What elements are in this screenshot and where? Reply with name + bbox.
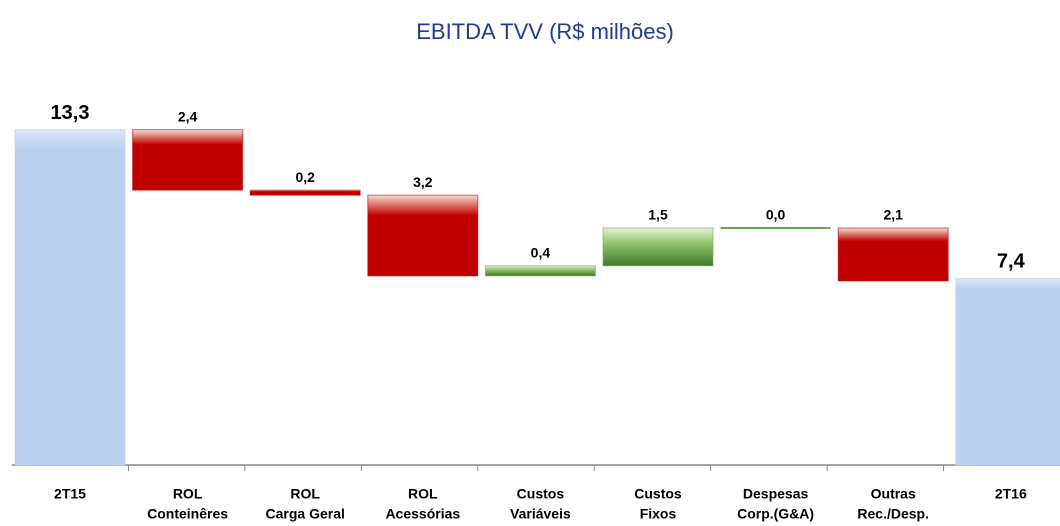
x-tick-label: ROL	[290, 486, 320, 502]
bar	[367, 194, 479, 277]
x-tick-label: Rec./Desp.	[857, 506, 929, 522]
data-label: 7,4	[997, 251, 1026, 273]
x-tick-label: Acessórias	[385, 506, 460, 522]
x-tick-label: Carga Geral	[266, 506, 345, 522]
data-label: 0,0	[766, 207, 786, 223]
bar	[249, 189, 361, 196]
data-label: 0,2	[295, 169, 315, 185]
bar	[132, 129, 244, 191]
data-label: 0,4	[531, 245, 551, 261]
x-tick-label: Custos	[634, 486, 682, 502]
data-label: 1,5	[648, 207, 668, 223]
data-label: 3,2	[413, 174, 433, 190]
data-label: 13,3	[51, 102, 90, 124]
bar	[14, 129, 126, 466]
data-label: 2,1	[883, 207, 903, 223]
x-tick-label: 2T16	[995, 486, 1027, 502]
x-tick-label: Custos	[517, 486, 565, 502]
x-tick-label: Variáveis	[510, 506, 571, 522]
data-label: 2,4	[178, 108, 198, 124]
chart-title: EBITDA TVV (R$ milhões)	[416, 19, 674, 44]
x-tick-label: Corp.(G&A)	[737, 506, 814, 522]
x-tick-label: Fixos	[640, 506, 677, 522]
bar	[837, 227, 949, 282]
bar	[602, 227, 714, 267]
x-tick-label: ROL	[408, 486, 438, 502]
x-tick-label: ROL	[173, 486, 203, 502]
x-tick-label: Conteinêres	[147, 506, 228, 522]
bar	[955, 277, 1060, 466]
bar	[484, 265, 596, 277]
x-tick-label: Despesas	[743, 486, 809, 502]
x-tick-label: 2T15	[54, 486, 86, 502]
x-tick-label: Outras	[871, 486, 916, 502]
